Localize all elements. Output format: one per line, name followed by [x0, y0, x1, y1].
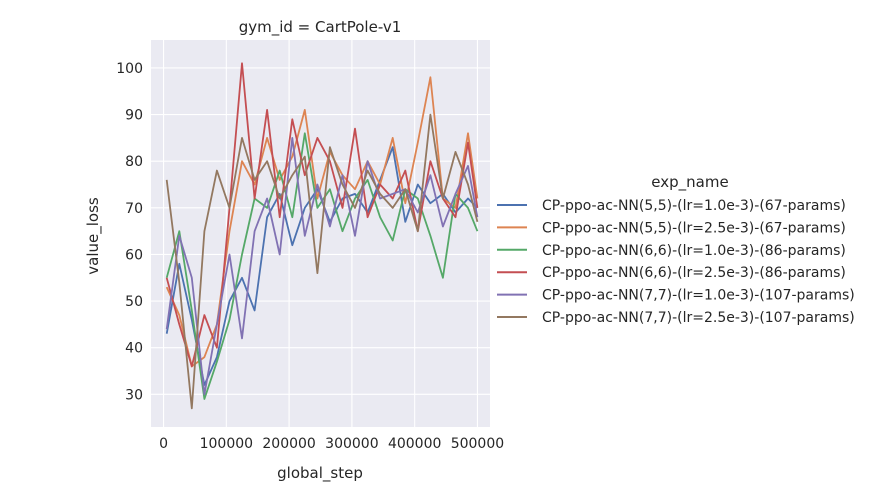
- y-tick-label: 40: [125, 341, 143, 357]
- y-tick-label: 100: [116, 61, 143, 77]
- y-tick-label: 80: [125, 154, 143, 170]
- x-axis-label: global_step: [277, 464, 363, 483]
- y-tick-labels: 30 40 50 60 70 80 90 100: [116, 61, 143, 403]
- y-tick-label: 50: [125, 294, 143, 310]
- series-line-4: [165, 62, 479, 368]
- legend-entry: CP-ppo-ac-NN(6,6)-(lr=2.5e-3)-(86-params…: [542, 265, 846, 281]
- chart-title: gym_id = CartPole-v1: [239, 18, 402, 37]
- x-tick-label: 400000: [388, 436, 441, 452]
- x-tick-labels: 0 100000 200000 300000 400000 500000: [159, 436, 504, 452]
- series-line-3: [165, 132, 479, 400]
- legend-entry: CP-ppo-ac-NN(6,6)-(lr=1.0e-3)-(86-params…: [542, 243, 846, 259]
- y-tick-label: 70: [125, 201, 143, 217]
- x-tick-label: 200000: [262, 436, 315, 452]
- y-tick-label: 30: [125, 387, 143, 403]
- x-tick-label: 0: [159, 436, 168, 452]
- legend-title: exp_name: [651, 173, 728, 192]
- legend: exp_name CP-ppo-ac-NN(5,5)-(lr=1.0e-3)-(…: [497, 173, 855, 326]
- x-tick-label: 300000: [325, 436, 378, 452]
- y-axis-label: value_loss: [84, 197, 103, 275]
- legend-entry: CP-ppo-ac-NN(5,5)-(lr=2.5e-3)-(67-params…: [542, 220, 846, 236]
- y-tick-label: 60: [125, 247, 143, 263]
- legend-entry: CP-ppo-ac-NN(5,5)-(lr=1.0e-3)-(67-params…: [542, 198, 846, 214]
- series-lines: [165, 62, 479, 410]
- series-line-6: [165, 113, 479, 410]
- x-tick-label: 100000: [200, 436, 253, 452]
- legend-entry: CP-ppo-ac-NN(7,7)-(lr=1.0e-3)-(107-param…: [542, 288, 855, 304]
- y-tick-label: 90: [125, 108, 143, 124]
- x-tick-label: 500000: [451, 436, 504, 452]
- legend-entry: CP-ppo-ac-NN(7,7)-(lr=2.5e-3)-(107-param…: [542, 310, 855, 326]
